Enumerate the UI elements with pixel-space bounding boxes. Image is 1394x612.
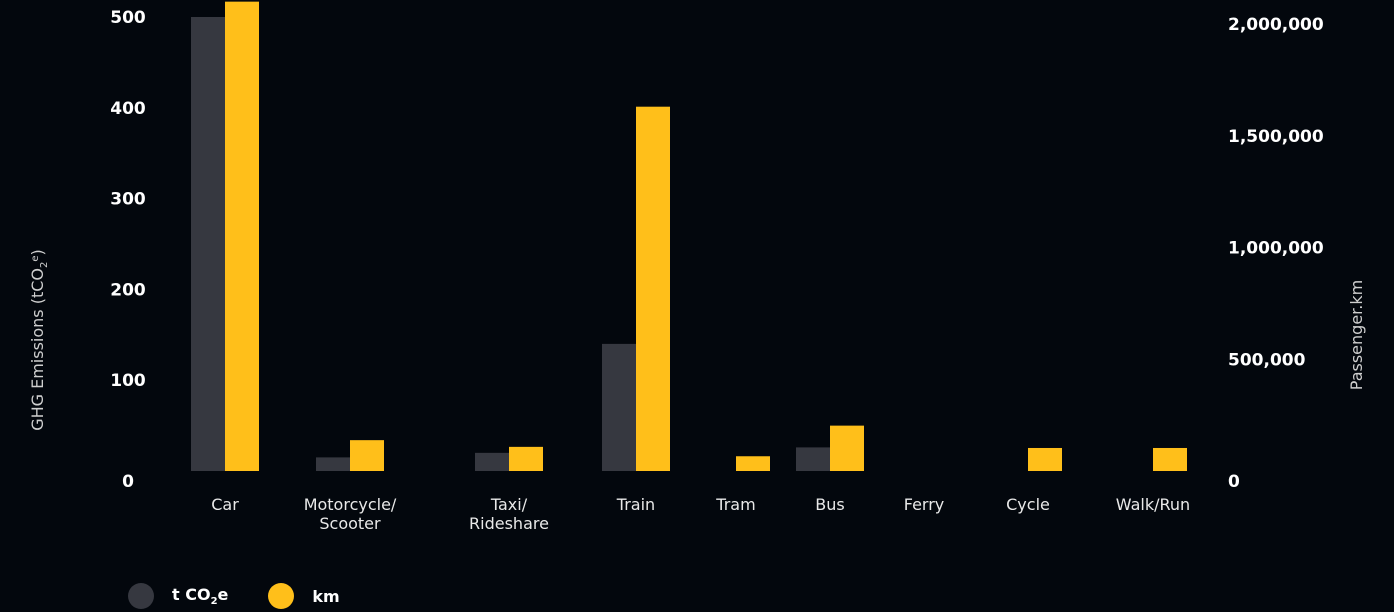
category-label: Car: [211, 495, 239, 514]
category-label: Train: [616, 495, 655, 514]
bar-emissions: [602, 343, 636, 471]
bar-emissions: [796, 447, 830, 471]
category-label: Ferry: [904, 495, 945, 514]
left-axis-title: GHG Emissions (tCO2e): [28, 249, 50, 431]
right-tick-label: 0: [1228, 472, 1240, 492]
bar-emissions: [475, 452, 509, 471]
bar-km: [1028, 447, 1062, 471]
left-tick-label: 300: [110, 190, 146, 210]
bar-km: [509, 446, 543, 471]
legend: t CO2e km: [128, 583, 380, 609]
bar-emissions: [191, 17, 225, 471]
left-tick-label: 500: [110, 8, 146, 28]
legend-label-km: km: [312, 586, 340, 606]
category-label: Taxi/: [490, 495, 528, 514]
left-tick-label: 100: [110, 371, 146, 391]
legend-item-km[interactable]: km: [268, 583, 340, 609]
left-tick-label: 0: [122, 472, 134, 492]
category-label: Walk/Run: [1116, 495, 1190, 514]
category-label: Bus: [815, 495, 844, 514]
bar-km: [736, 456, 770, 471]
left-tick-label: 400: [110, 99, 146, 119]
legend-swatch-km: [268, 583, 295, 609]
category-label: Scooter: [319, 514, 381, 533]
left-tick-label: 200: [110, 280, 146, 300]
category-label: Tram: [715, 495, 755, 514]
category-label: Rideshare: [469, 514, 549, 533]
bar-km: [830, 425, 864, 471]
bar-km: [636, 106, 670, 471]
right-axis-title: Passenger.km: [1347, 280, 1366, 390]
right-tick-label: 500,000: [1228, 350, 1306, 370]
bar-km: [1153, 447, 1187, 471]
category-label: Motorcycle/: [304, 495, 397, 514]
category-label: Cycle: [1006, 495, 1050, 514]
bar-km: [350, 440, 384, 471]
right-tick-label: 1,000,000: [1228, 239, 1324, 259]
legend-swatch-emissions: [128, 583, 154, 609]
right-tick-label: 1,500,000: [1228, 127, 1324, 147]
bar-km: [225, 1, 259, 472]
right-tick-label: 2,000,000: [1228, 15, 1324, 35]
legend-label-emissions: t CO2e: [172, 584, 229, 608]
legend-item-emissions[interactable]: t CO2e: [128, 583, 228, 609]
bar-emissions: [316, 457, 350, 471]
